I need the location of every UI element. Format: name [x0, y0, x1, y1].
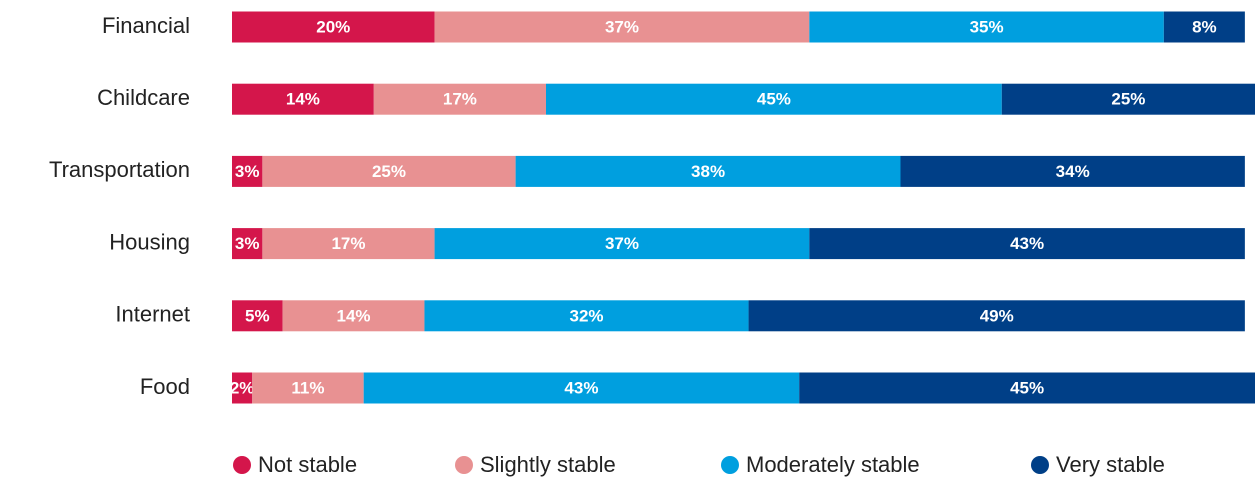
- bar-segment: [232, 372, 253, 404]
- bar-segment: [252, 372, 364, 404]
- legend-swatch: [455, 456, 473, 474]
- legend-swatch: [721, 456, 739, 474]
- value-label: 17%: [331, 234, 365, 253]
- bar-segment: [1001, 83, 1255, 115]
- value-label: 32%: [569, 306, 603, 325]
- bar-segment: [262, 155, 516, 187]
- bar-segment: [900, 155, 1245, 187]
- bar-segment: [262, 228, 435, 260]
- bar-segment: [809, 228, 1245, 260]
- bar-segment: [434, 11, 810, 43]
- bar-segment: [232, 228, 263, 260]
- bar-segment: [434, 228, 810, 260]
- value-label: 2%: [230, 378, 255, 397]
- value-label: 45%: [1010, 378, 1044, 397]
- legend-label: Slightly stable: [480, 452, 616, 477]
- value-label: 35%: [970, 17, 1004, 36]
- bar-segment: [232, 300, 283, 332]
- bar-segment: [1163, 11, 1245, 43]
- value-label: 14%: [286, 90, 320, 109]
- value-label: 45%: [757, 90, 791, 109]
- category-label: Childcare: [97, 85, 190, 110]
- category-label: Financial: [102, 13, 190, 38]
- legend-label: Moderately stable: [746, 452, 920, 477]
- bar-segment: [515, 155, 901, 187]
- value-label: 14%: [337, 306, 371, 325]
- value-label: 49%: [980, 306, 1014, 325]
- value-label: 3%: [235, 234, 260, 253]
- bar-segment: [748, 300, 1245, 332]
- value-label: 17%: [443, 90, 477, 109]
- value-label: 11%: [291, 378, 324, 397]
- bar-segment: [373, 83, 546, 115]
- bar-segment: [363, 372, 800, 404]
- bar-segment: [232, 83, 374, 115]
- value-label: 37%: [605, 234, 639, 253]
- category-label: Internet: [115, 302, 190, 327]
- legend-label: Not stable: [258, 452, 357, 477]
- value-label: 8%: [1192, 17, 1217, 36]
- value-label: 5%: [245, 306, 270, 325]
- legend-swatch: [1031, 456, 1049, 474]
- value-label: 3%: [235, 162, 260, 181]
- category-label: Food: [140, 374, 190, 399]
- category-label: Housing: [109, 229, 190, 254]
- bar-segment: [232, 11, 435, 43]
- value-label: 25%: [372, 162, 406, 181]
- legend-label: Very stable: [1056, 452, 1165, 477]
- value-label: 20%: [316, 17, 350, 36]
- bar-segment: [424, 300, 749, 332]
- category-label: Transportation: [49, 157, 190, 182]
- bar-segment: [545, 83, 1002, 115]
- value-label: 34%: [1056, 162, 1090, 181]
- value-label: 43%: [564, 378, 598, 397]
- bar-segment: [282, 300, 425, 332]
- value-label: 25%: [1111, 90, 1145, 109]
- bar-segment: [809, 11, 1164, 43]
- legend-swatch: [233, 456, 251, 474]
- value-label: 37%: [605, 17, 639, 36]
- bar-segment: [232, 155, 263, 187]
- bar-segment: [799, 372, 1255, 404]
- value-label: 38%: [691, 162, 725, 181]
- value-label: 43%: [1010, 234, 1044, 253]
